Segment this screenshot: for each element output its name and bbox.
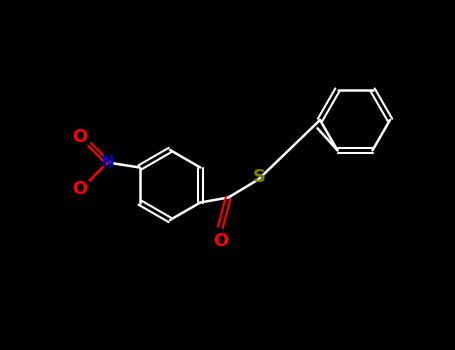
Text: O: O bbox=[212, 231, 228, 250]
Text: S: S bbox=[253, 168, 266, 187]
Text: O: O bbox=[72, 180, 87, 197]
Text: O: O bbox=[72, 127, 87, 146]
Text: N: N bbox=[101, 155, 114, 170]
